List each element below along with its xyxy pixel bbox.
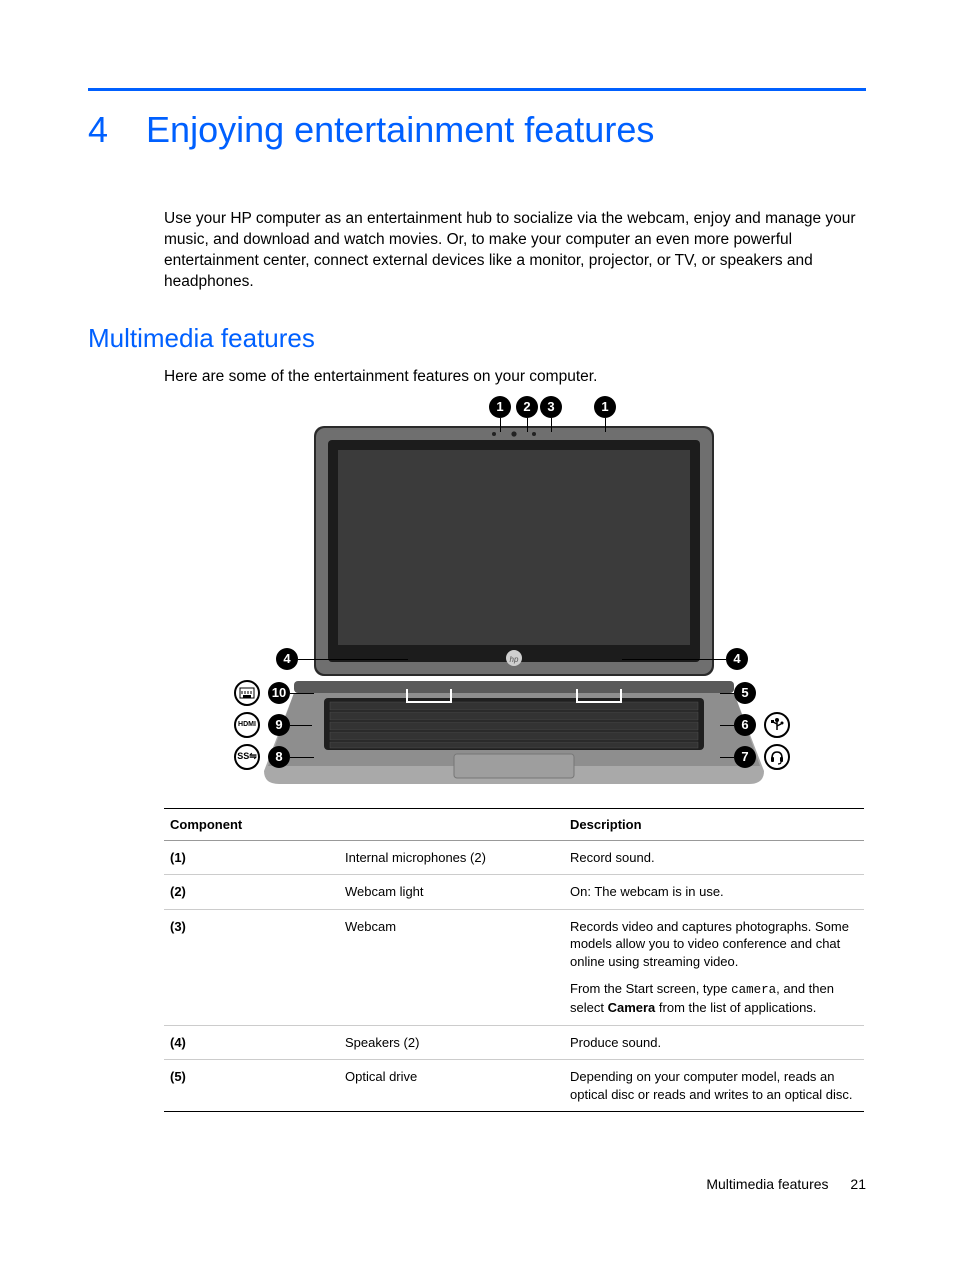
page-footer: Multimedia features 21 <box>706 1176 866 1192</box>
callout-line <box>290 693 314 694</box>
callout-line <box>527 418 528 432</box>
callout-1-top-right: 1 <box>594 396 616 418</box>
callout-9: 9 <box>268 714 290 736</box>
component-description: Records video and captures photographs. … <box>564 909 864 1025</box>
callout-4-right: 4 <box>726 648 748 670</box>
table-row: (2)Webcam lightOn: The webcam is in use. <box>164 875 864 910</box>
chapter-heading: 4 Enjoying entertainment features <box>88 109 866 151</box>
laptop-diagram: hp <box>164 396 866 796</box>
component-description: Depending on your computer model, reads … <box>564 1060 864 1112</box>
component-number: (5) <box>164 1060 339 1112</box>
callout-8: 8 <box>268 746 290 768</box>
component-description: Produce sound. <box>564 1025 864 1060</box>
svg-text:hp: hp <box>510 655 519 664</box>
component-number: (2) <box>164 875 339 910</box>
table-row: (4)Speakers (2)Produce sound. <box>164 1025 864 1060</box>
chapter-intro: Use your HP computer as an entertainment… <box>164 209 866 293</box>
callout-line <box>298 659 408 660</box>
component-number: (1) <box>164 840 339 875</box>
callout-line <box>622 659 726 660</box>
usb-port-icon <box>764 712 790 738</box>
callout-line <box>720 757 734 758</box>
callout-3: 3 <box>540 396 562 418</box>
callout-line <box>500 418 501 432</box>
th-component: Component <box>164 808 564 840</box>
callout-7: 7 <box>734 746 756 768</box>
speaker-bracket-left <box>406 689 452 703</box>
callout-6: 6 <box>734 714 756 736</box>
component-name: Optical drive <box>339 1060 564 1112</box>
top-rule <box>88 88 866 91</box>
callout-line <box>605 418 606 432</box>
hdmi-port-icon: HDMI <box>234 712 260 738</box>
table-row: (5)Optical driveDepending on your comput… <box>164 1060 864 1112</box>
callout-line <box>720 725 734 726</box>
table-row: (1)Internal microphones (2)Record sound. <box>164 840 864 875</box>
ss-usb-port-icon: SS⇋ <box>234 744 260 770</box>
callout-10: 10 <box>268 682 290 704</box>
component-name: Internal microphones (2) <box>339 840 564 875</box>
section-heading: Multimedia features <box>88 323 866 354</box>
footer-text: Multimedia features <box>706 1176 828 1192</box>
component-number: (3) <box>164 909 339 1025</box>
component-description: On: The webcam is in use. <box>564 875 864 910</box>
component-description: Record sound. <box>564 840 864 875</box>
rj45-port-icon <box>234 680 260 706</box>
component-table: Component Description (1)Internal microp… <box>164 808 864 1113</box>
section-intro: Here are some of the entertainment featu… <box>164 368 866 386</box>
chapter-number: 4 <box>88 109 108 151</box>
callout-1-top-left: 1 <box>489 396 511 418</box>
callout-4-left: 4 <box>276 648 298 670</box>
headset-port-icon <box>764 744 790 770</box>
component-number: (4) <box>164 1025 339 1060</box>
callout-line <box>290 757 314 758</box>
speaker-bracket-right <box>576 689 622 703</box>
component-name: Speakers (2) <box>339 1025 564 1060</box>
callout-2: 2 <box>516 396 538 418</box>
component-name: Webcam <box>339 909 564 1025</box>
callout-line <box>290 725 312 726</box>
table-row: (3)WebcamRecords video and captures phot… <box>164 909 864 1025</box>
page-number: 21 <box>850 1176 866 1192</box>
component-table-body: (1)Internal microphones (2)Record sound.… <box>164 840 864 1112</box>
chapter-title: Enjoying entertainment features <box>146 109 654 151</box>
callout-line <box>720 693 734 694</box>
callout-line <box>551 418 552 432</box>
callout-5: 5 <box>734 682 756 704</box>
component-name: Webcam light <box>339 875 564 910</box>
th-description: Description <box>564 808 864 840</box>
laptop-illustration: hp <box>244 426 784 796</box>
